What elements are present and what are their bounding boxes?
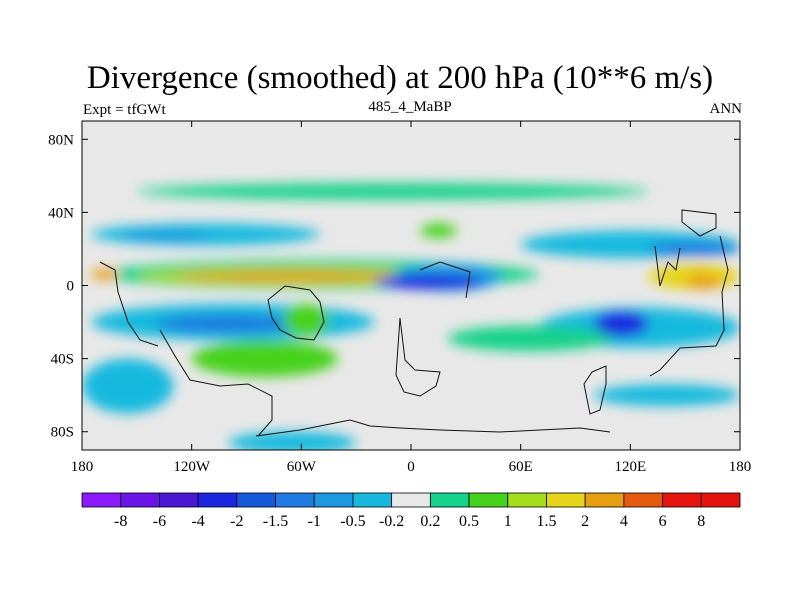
field-region-3 xyxy=(173,270,411,282)
colorbar-label: 0.2 xyxy=(420,513,440,530)
season-label: ANN xyxy=(709,101,743,117)
field-region-16 xyxy=(283,303,329,337)
field-region-19 xyxy=(447,325,613,352)
colorbar-box-7 xyxy=(352,492,393,508)
colorbar-label: -0.2 xyxy=(379,513,404,530)
colorbar-label: 8 xyxy=(697,513,705,530)
colorbar-box-5 xyxy=(275,492,315,508)
x-tick-label: 60E xyxy=(509,459,533,475)
chart-title: Divergence (smoothed) at 200 hPa (10**6 … xyxy=(86,60,714,96)
x-tick-label: 120W xyxy=(173,459,211,475)
field-region-22 xyxy=(593,384,740,407)
colorbar-box-12 xyxy=(546,492,586,508)
field-region-6 xyxy=(118,230,210,242)
colorbar-box-8 xyxy=(391,492,431,508)
colorbar-box-9 xyxy=(429,492,470,508)
x-tick-label: 120E xyxy=(614,459,646,475)
colorbar-box-16 xyxy=(700,492,741,508)
colorbar-label: -6 xyxy=(153,513,166,530)
colorbar-box-10 xyxy=(468,492,509,508)
colorbar-label: 0.5 xyxy=(459,513,479,530)
field-region-15 xyxy=(155,314,302,334)
field-region-18 xyxy=(593,311,649,337)
y-tick-label: 40S xyxy=(51,352,74,368)
colorbar-label: -2 xyxy=(230,513,243,530)
field-region-21 xyxy=(82,358,174,414)
colorbar-box-11 xyxy=(507,492,547,508)
axes: 180 120W 60W 0 60E 120E 180 80N 40N 0 40S 80S xyxy=(48,121,751,475)
x-tick-label: 0 xyxy=(407,459,415,475)
field-region-11 xyxy=(685,274,722,290)
x-tick-label: 180 xyxy=(71,459,94,475)
colorbar: -8 -6 -4 -2 -1.5 -1 -0.5 -0.2 0.2 0.5 1 1.5 2 4 6 8 xyxy=(81,492,741,530)
colorbar-box-2 xyxy=(159,492,199,508)
field-region-23 xyxy=(228,431,357,450)
field-region-0 xyxy=(136,183,649,200)
colorbar-label: 4 xyxy=(620,513,628,530)
colorbar-label: -4 xyxy=(191,513,204,530)
colorbar-label: -1 xyxy=(308,513,321,530)
divergence-field xyxy=(82,183,740,450)
colorbar-box-13 xyxy=(584,492,625,508)
field-region-13 xyxy=(374,274,485,290)
colorbar-label: 1 xyxy=(504,513,512,530)
colorbar-box-6 xyxy=(313,492,354,508)
colorbar-label: -1.5 xyxy=(263,513,288,530)
colorbar-label: 1.5 xyxy=(536,513,556,530)
colorbar-label: 6 xyxy=(659,513,667,530)
case-label: 485_4_MaBP xyxy=(368,99,452,115)
colorbar-label: -0.5 xyxy=(340,513,365,530)
colorbar-label: 2 xyxy=(581,513,589,530)
field-region-4 xyxy=(91,269,119,281)
colorbar-box-0 xyxy=(81,492,122,508)
field-region-9 xyxy=(420,223,457,238)
y-tick-label: 80N xyxy=(48,132,74,148)
colorbar-box-4 xyxy=(236,492,276,508)
y-tick-label: 40N xyxy=(48,205,74,221)
field-region-8 xyxy=(648,241,740,257)
x-tick-label: 180 xyxy=(729,459,752,475)
x-tick-label: 60W xyxy=(287,459,317,475)
colorbar-box-14 xyxy=(623,492,663,508)
field-region-20 xyxy=(191,340,338,377)
colorbar-box-15 xyxy=(662,492,702,508)
y-tick-label: 0 xyxy=(67,279,75,295)
colorbar-box-3 xyxy=(197,492,238,508)
colorbar-label: -8 xyxy=(114,513,127,530)
y-tick-label: 80S xyxy=(51,425,74,441)
experiment-label: Expt = tfGWt xyxy=(83,102,166,118)
land-outline xyxy=(99,209,729,437)
colorbar-box-1 xyxy=(120,492,160,508)
